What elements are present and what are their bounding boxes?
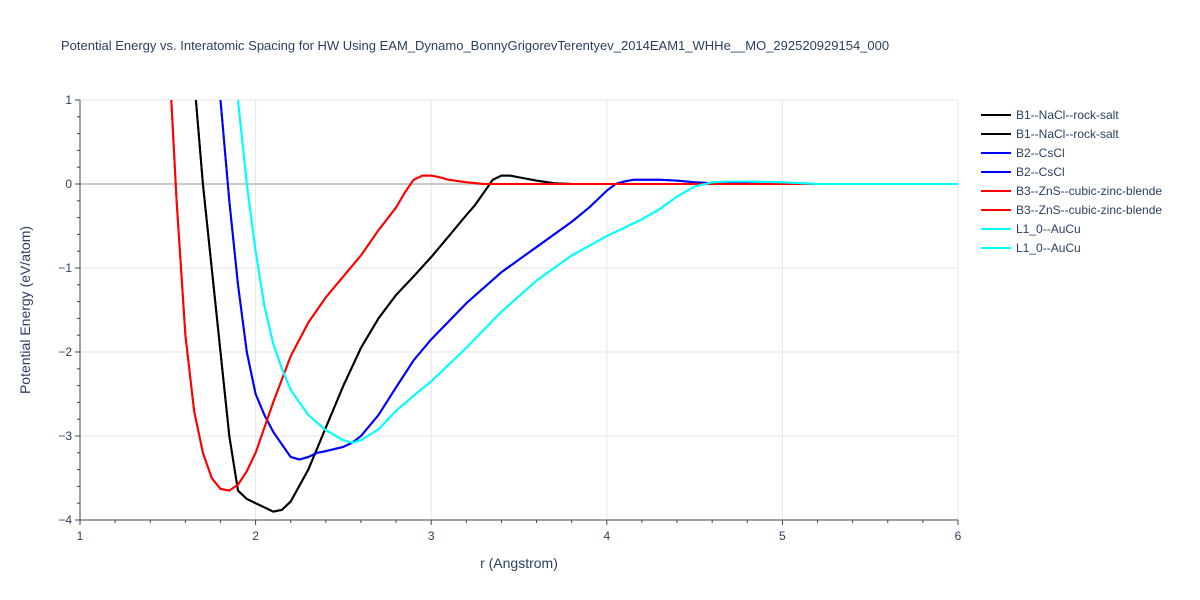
x-tick-label: 2 [252,529,259,543]
legend-item[interactable]: B1--NaCl--rock-salt [981,108,1119,122]
x-axis-title: r (Angstrom) [480,555,558,571]
y-tick-label: 0 [65,177,72,191]
axes [75,99,959,525]
legend-item[interactable]: L1_0--AuCu [981,241,1081,255]
legend-label: B1--NaCl--rock-salt [1016,127,1119,141]
legend-item[interactable]: B2--CsCl [981,165,1065,179]
y-tick-label: 1 [65,93,72,107]
legend-item[interactable]: B3--ZnS--cubic-zinc-blende [981,184,1162,198]
y-axis-title: Potential Energy (eV/atom) [17,226,33,394]
chart-title: Potential Energy vs. Interatomic Spacing… [61,38,889,53]
legend-label: B2--CsCl [1016,165,1065,179]
legend[interactable]: B1--NaCl--rock-salt B1--NaCl--rock-salt B2… [981,108,1162,255]
grid [80,99,959,520]
legend-label: B1--NaCl--rock-salt [1016,108,1119,122]
series-lines [170,100,958,513]
legend-label: B3--ZnS--cubic-zinc-blende [1016,184,1162,198]
x-tick-label: 4 [603,529,610,543]
legend-item[interactable]: B1--NaCl--rock-salt [981,127,1119,141]
x-tick-label: 3 [428,529,435,543]
series-line-2 [219,100,958,461]
legend-label: B2--CsCl [1016,146,1065,160]
series-line-3 [219,100,958,461]
legend-label: L1_0--AuCu [1016,222,1081,236]
y-tick-label: −1 [58,261,72,275]
series-line-7 [237,100,958,444]
legend-item[interactable]: B2--CsCl [981,146,1065,160]
legend-item[interactable]: B3--ZnS--cubic-zinc-blende [981,203,1162,217]
y-tick-label: −2 [58,345,72,359]
x-tick-label: 6 [955,529,962,543]
legend-item[interactable]: L1_0--AuCu [981,222,1081,236]
x-tick-label: 5 [779,529,786,543]
legend-label: B3--ZnS--cubic-zinc-blende [1016,203,1162,217]
series-line-5 [170,100,958,492]
tick-labels: 1 2 3 4 5 6 1 0 −1 −2 −3 −4 [58,93,961,543]
x-tick-label: 1 [77,529,84,543]
series-line-4 [170,100,958,492]
series-line-1 [194,100,958,513]
legend-label: L1_0--AuCu [1016,241,1081,255]
y-tick-label: −4 [58,513,72,527]
series-line-0 [194,100,958,513]
y-tick-label: −3 [58,429,72,443]
series-line-6 [237,100,958,444]
